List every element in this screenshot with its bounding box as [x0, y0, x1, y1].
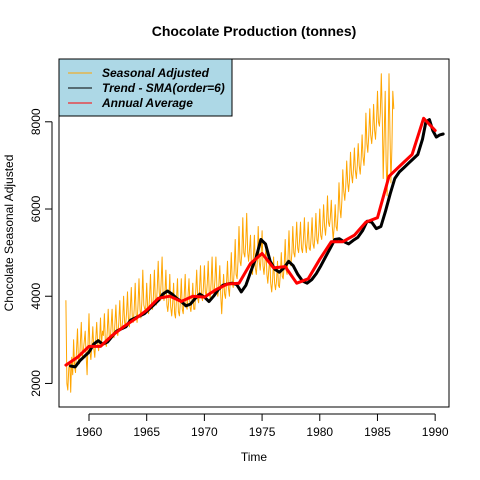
y-tick-label: 4000	[29, 283, 43, 310]
chart-title: Chocolate Production (tonnes)	[152, 23, 357, 39]
plot-frame	[58, 58, 450, 408]
legend-label-trend-sma: Trend - SMA(order=6)	[102, 81, 225, 95]
x-tick-label: 1960	[76, 425, 103, 439]
x-axis: 1960 1965 1970 1975 1980 1985 1990	[76, 413, 449, 439]
x-tick-label: 1965	[133, 425, 160, 439]
legend-label-annual-average: Annual Average	[101, 96, 193, 110]
x-tick-label: 1975	[249, 425, 276, 439]
series-annual-average	[64, 116, 437, 367]
x-tick-label: 1980	[306, 425, 333, 439]
legend-label-seasonal-adjusted: Seasonal Adjusted	[102, 66, 210, 80]
y-axis: 2000 4000 6000 8000	[29, 108, 53, 397]
series-seasonal-adjusted	[65, 73, 395, 393]
y-axis-title: Chocolate Seasonal Adjusted	[2, 155, 16, 312]
x-tick-label: 1970	[191, 425, 218, 439]
y-tick-label: 2000	[29, 370, 43, 397]
x-tick-label: 1990	[422, 425, 449, 439]
y-tick-label: 6000	[29, 195, 43, 222]
series-layer	[64, 73, 445, 393]
legend: Seasonal Adjusted Trend - SMA(order=6) A…	[58, 58, 233, 117]
y-tick-label: 8000	[29, 108, 43, 135]
x-tick-label: 1985	[364, 425, 391, 439]
x-axis-title: Time	[241, 450, 268, 464]
series-trend-sma	[69, 118, 445, 369]
